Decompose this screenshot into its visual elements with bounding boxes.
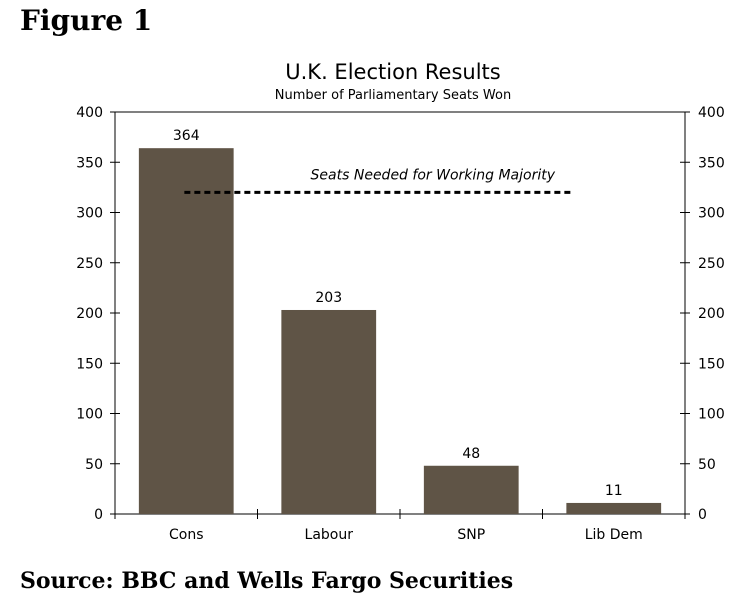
y-tick-label-right: 350: [698, 155, 725, 171]
x-tick-label: SNP: [457, 527, 485, 543]
left-y-axis: 0 50 100 150 200 250 300 350 400: [76, 105, 120, 523]
y-tick-label-right: 250: [698, 256, 725, 272]
y-tick-label-left: 50: [85, 457, 103, 473]
x-tick-label: Labour: [305, 527, 354, 543]
y-tick-label-left: 350: [76, 155, 103, 171]
y-tick-label-right: 100: [698, 407, 725, 423]
y-tick-label-left: 200: [76, 306, 103, 322]
y-tick-label-right: 400: [698, 105, 725, 121]
bars: 364 203 48 11: [138, 128, 662, 514]
x-tick-label: Cons: [169, 527, 204, 543]
data-label: 48: [462, 446, 480, 462]
y-tick-label-left: 300: [76, 206, 103, 222]
bar-snp: [423, 465, 519, 514]
y-tick-label-right: 150: [698, 356, 725, 372]
y-tick-label-right: 300: [698, 206, 725, 222]
bar-cons: [138, 148, 234, 514]
x-tick-label: Lib Dem: [585, 527, 643, 543]
y-tick-label-right: 50: [698, 457, 716, 473]
data-label: 364: [173, 128, 200, 144]
y-tick-label-left: 0: [94, 507, 103, 523]
bar-lib-dem: [566, 502, 662, 514]
source-note: Source: BBC and Wells Fargo Securities: [20, 568, 514, 594]
chart-subtitle: Number of Parliamentary Seats Won: [275, 88, 511, 103]
data-label: 11: [605, 483, 623, 499]
y-tick-label-right: 0: [698, 507, 707, 523]
y-tick-label-left: 250: [76, 256, 103, 272]
right-y-axis: 0 50 100 150 200 250 300 350 400: [680, 105, 725, 523]
x-axis: Cons Labour SNP Lib Dem: [114, 509, 686, 543]
y-tick-label-right: 200: [698, 306, 725, 322]
y-tick-label-left: 400: [76, 105, 103, 121]
y-tick-label-left: 100: [76, 407, 103, 423]
chart-title: U.K. Election Results: [285, 60, 500, 84]
reference-line-label: Seats Needed for Working Majority: [311, 167, 556, 183]
y-tick-label-left: 150: [76, 356, 103, 372]
data-label: 203: [315, 290, 342, 306]
figure-label: Figure 1: [20, 4, 153, 37]
bar-labour: [281, 309, 377, 514]
reference-line-group: Seats Needed for Working Majority: [184, 167, 574, 194]
